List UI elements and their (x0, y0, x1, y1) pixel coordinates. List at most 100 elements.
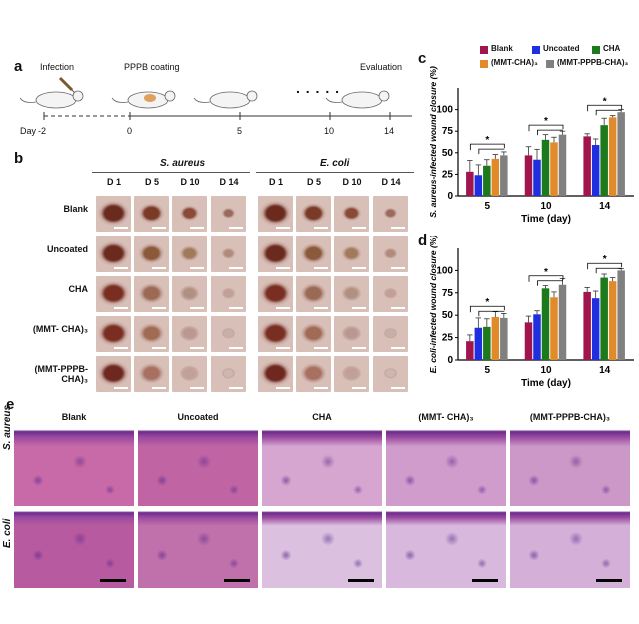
significance-mark: * (544, 267, 548, 278)
scale-bar (314, 267, 328, 269)
scale-bar (152, 387, 166, 389)
histology-row-label: S. aureus (2, 404, 13, 450)
scale-bar (152, 307, 166, 309)
evaluation-label: Evaluation (360, 62, 403, 72)
bar (483, 165, 491, 196)
legend-label: (MMT-PPPB-CHA)₃ (557, 58, 629, 67)
y-tick-label: 25 (442, 333, 454, 344)
photo-column-label: D 14 (381, 177, 401, 187)
significance-mark: * (603, 96, 607, 107)
y-tick-label: 75 (442, 288, 454, 299)
significance-bracket (478, 148, 505, 155)
significance-mark: * (485, 135, 489, 146)
bar (550, 297, 558, 360)
timeline-dots: . . . . . (296, 80, 341, 96)
significance-bracket (478, 310, 505, 317)
wound-photo (172, 236, 207, 272)
y-tick-label: 50 (442, 148, 454, 159)
bar (474, 327, 483, 360)
scale-bar (190, 227, 204, 229)
wound-photo (134, 276, 169, 312)
histology-column-label: CHA (312, 412, 332, 422)
wound-photo (134, 196, 169, 232)
scale-bar (229, 227, 243, 229)
significance-bracket (595, 109, 622, 116)
infection-label: Infection (40, 62, 75, 72)
bar (474, 175, 483, 196)
bar (541, 139, 550, 196)
scale-bar (114, 267, 128, 269)
scale-bar (190, 347, 204, 349)
legend-label: CHA (603, 44, 621, 53)
x-axis-label: Time (day) (521, 214, 571, 225)
photo-column-label: D 5 (306, 177, 321, 187)
scale-bar (596, 579, 622, 582)
significance-bracket (537, 129, 563, 136)
histology-column-label: (MMT-PPPB-CHA)₃ (529, 412, 611, 422)
significance-bracket (528, 275, 564, 282)
wound-photo (258, 276, 293, 312)
wound-photo (134, 236, 169, 272)
wound-photo (96, 316, 131, 352)
histology-image (14, 424, 134, 518)
panel-label-b: b (14, 150, 24, 167)
photo-row-label: CHA (68, 284, 89, 294)
bar (533, 314, 541, 360)
significance-bracket (528, 124, 564, 132)
legend-label: Blank (491, 44, 513, 53)
significance-bracket (537, 280, 563, 286)
legend-swatch (546, 60, 554, 68)
scale-bar (114, 307, 128, 309)
y-tick-label: 100 (436, 105, 453, 116)
scale-bar (190, 387, 204, 389)
wound-photo (96, 356, 131, 392)
scale-bar (472, 579, 498, 582)
bar (466, 171, 474, 196)
bar (608, 281, 617, 360)
photo-row-label: Uncoated (46, 244, 88, 254)
legend-label: Uncoated (543, 44, 580, 53)
day-tick: 0 (127, 126, 133, 136)
wound-photo (373, 236, 408, 272)
histology-column-label: (MMT- CHA)₃ (418, 412, 474, 422)
scale-bar (391, 387, 405, 389)
photo-row-label: (MMT- CHA)₃ (32, 324, 88, 334)
scale-bar (114, 347, 128, 349)
bar (558, 284, 567, 360)
bar (591, 145, 600, 196)
histology-image (262, 424, 382, 518)
bar (483, 326, 491, 360)
bar (617, 112, 625, 196)
legend-swatch (480, 46, 488, 54)
wound-photo (334, 196, 369, 232)
wound-photo (258, 236, 293, 272)
x-axis-label: Time (day) (521, 378, 571, 389)
y-tick-label: 100 (436, 265, 453, 276)
scale-bar (229, 307, 243, 309)
wound-photo (211, 196, 246, 232)
histology-column-label: Blank (61, 412, 87, 422)
legend-swatch (480, 60, 488, 68)
scale-bar (190, 307, 204, 309)
bar (524, 322, 533, 360)
day-tick: 10 (324, 126, 335, 136)
histology-row-label: E. coli (2, 518, 13, 548)
scale-bar (314, 347, 328, 349)
wound-photo (373, 356, 408, 392)
y-tick-label: 0 (447, 191, 453, 202)
bar (491, 158, 500, 196)
histology-image (14, 506, 134, 588)
significance-bracket (587, 104, 623, 112)
scale-bar (229, 387, 243, 389)
coating-label: PPPB coating (124, 62, 180, 72)
histology-image (138, 506, 258, 588)
wound-photo (334, 356, 369, 392)
wound-photo (96, 196, 131, 232)
bar (500, 155, 508, 196)
scale-bar (391, 227, 405, 229)
y-tick-label: 50 (442, 310, 454, 321)
wound-photo (296, 356, 331, 392)
wound-photo (211, 236, 246, 272)
